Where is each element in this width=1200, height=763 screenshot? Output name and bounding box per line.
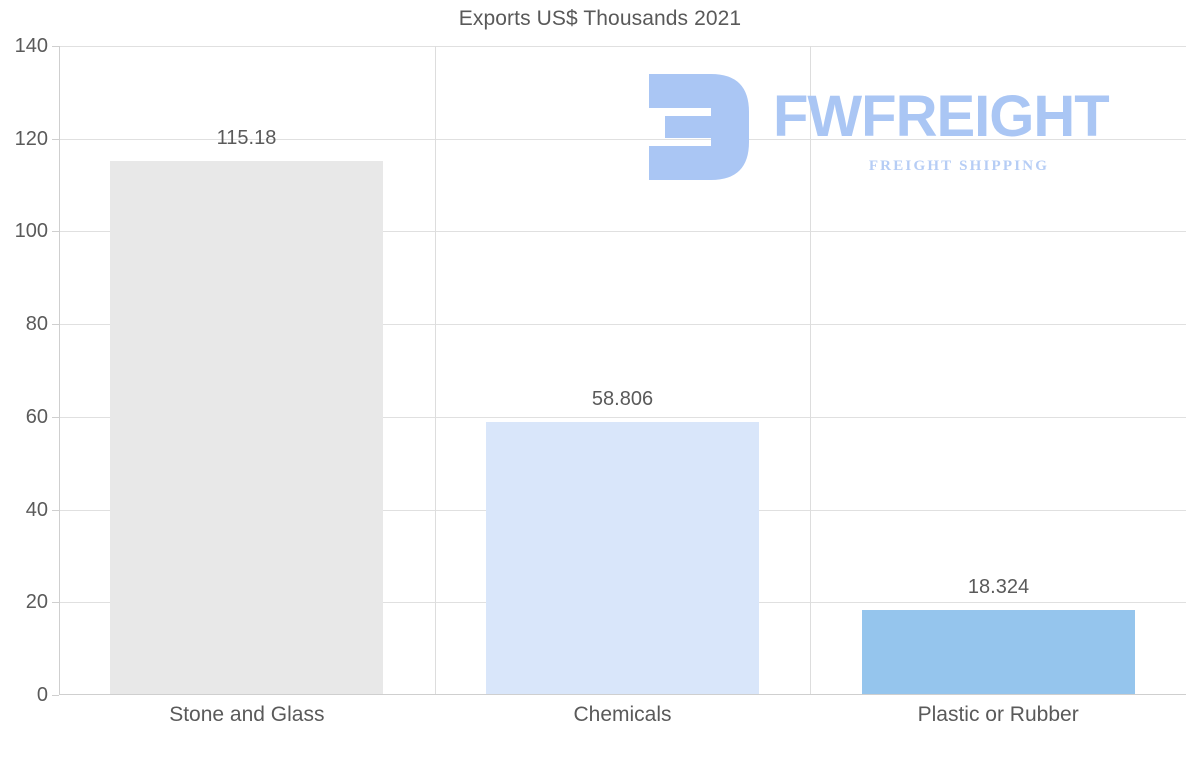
y-axis-tick-label: 40 [25, 498, 48, 521]
bar[interactable] [862, 610, 1135, 695]
bar-value-label: 18.324 [967, 576, 1030, 599]
gridline-horizontal [59, 231, 1186, 233]
chart-title: Exports US$ Thousands 2021 [458, 7, 742, 30]
y-axis-tick-label: 80 [25, 313, 48, 336]
x-axis-category-label: Stone and Glass [169, 703, 325, 726]
y-axis-tick-label: 60 [25, 405, 48, 428]
y-axis-tick-mark [52, 416, 59, 418]
y-axis-tick-mark [52, 138, 59, 140]
y-axis-tick-mark [52, 602, 59, 604]
bar[interactable] [486, 422, 759, 695]
gridline-horizontal [59, 416, 1186, 418]
y-axis-tick-label: 140 [14, 35, 48, 57]
y-axis-tick-label: 120 [14, 127, 48, 150]
plot-area: 115.18 58.806 18.324 [52, 46, 1186, 696]
y-axis-line [59, 46, 60, 695]
y-axis-tick-labels: 0 20 40 60 80 100 120 140 [0, 36, 48, 705]
x-axis-category-labels: Stone and Glass Chemicals Plastic or Rubbe… [59, 703, 1186, 743]
bar[interactable] [110, 161, 383, 695]
gridline-horizontal [59, 46, 1186, 47]
x-axis-line [59, 694, 1186, 695]
y-axis-tick-mark [52, 46, 59, 47]
gridline-horizontal [59, 324, 1186, 326]
bar-value-label: 115.18 [216, 127, 277, 150]
y-axis-tick-label: 20 [25, 591, 48, 614]
y-axis-tick-label: 100 [14, 220, 48, 243]
gridline-vertical [810, 46, 811, 695]
y-axis-tick-mark [52, 324, 59, 326]
x-axis-category-label: Plastic or Rubber [917, 703, 1079, 726]
gridline-horizontal [59, 138, 1186, 140]
y-axis-tick-label: 0 [36, 684, 48, 706]
y-axis-tick-mark [52, 695, 59, 696]
y-axis-tick-mark [52, 509, 59, 511]
y-axis-tick-mark [52, 231, 59, 233]
gridline-vertical [435, 46, 436, 695]
bar-value-label: 58.806 [591, 388, 654, 411]
x-axis-category-label: Chemicals [573, 703, 672, 726]
